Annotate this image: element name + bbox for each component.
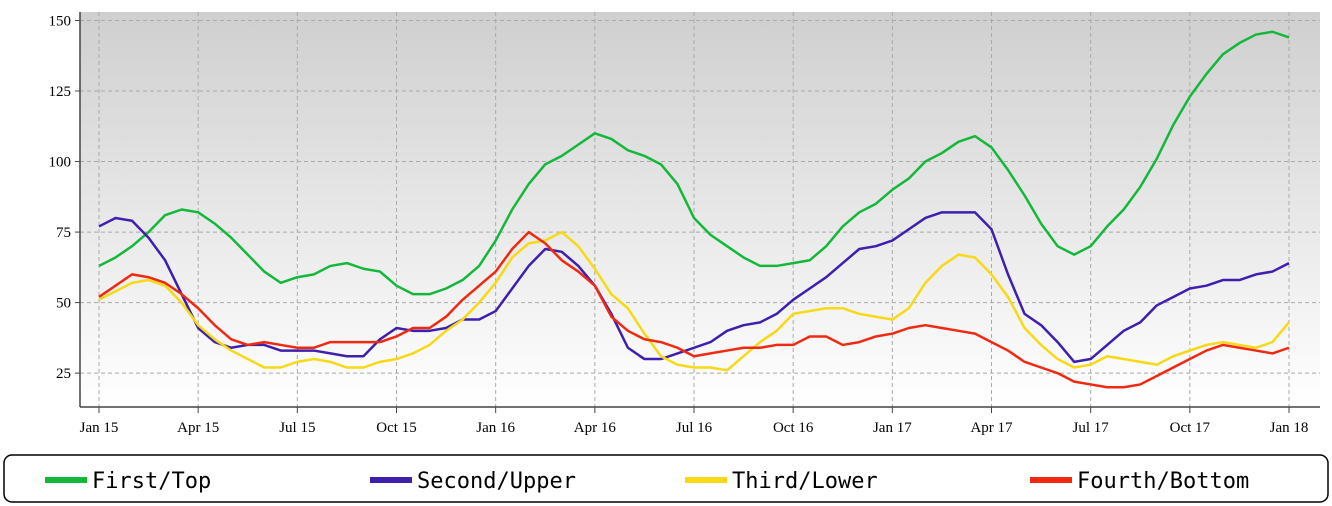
legend-box [3, 454, 1329, 503]
x-tick-label: Jan 15 [80, 420, 119, 436]
legend-label: Third/Lower [732, 469, 878, 494]
x-tick-label: Oct 15 [376, 420, 416, 436]
y-tick-label: 125 [49, 84, 72, 100]
plot-background [80, 12, 1320, 407]
legend-label: Second/Upper [417, 469, 576, 494]
y-tick-label: 50 [56, 296, 71, 312]
series-line [98, 30, 1290, 296]
x-tick-label: Apr 17 [970, 420, 1013, 436]
x-tick-label: Jan 16 [476, 420, 515, 436]
series-line [98, 230, 1290, 372]
x-tick-label: Jul 15 [279, 420, 315, 436]
series-line [98, 230, 1290, 389]
x-tick-label: Jan 17 [873, 420, 912, 436]
x-tick-label: Jul 16 [676, 420, 713, 436]
x-tick-label: Apr 16 [574, 420, 617, 436]
x-tick-label: Jul 17 [1073, 420, 1110, 436]
y-tick-label: 100 [49, 155, 72, 171]
x-tick-label: Oct 17 [1170, 420, 1211, 436]
legend-label: Fourth/Bottom [1077, 469, 1249, 494]
x-tick-label: Oct 16 [773, 420, 814, 436]
y-tick-label: 75 [56, 225, 71, 241]
y-tick-label: 150 [49, 13, 72, 29]
x-tick-label: Apr 15 [177, 420, 219, 436]
x-tick-label: Jan 18 [1270, 420, 1309, 436]
series-line [98, 211, 1290, 364]
legend-label: First/Top [92, 469, 211, 494]
y-tick-label: 25 [56, 366, 71, 382]
